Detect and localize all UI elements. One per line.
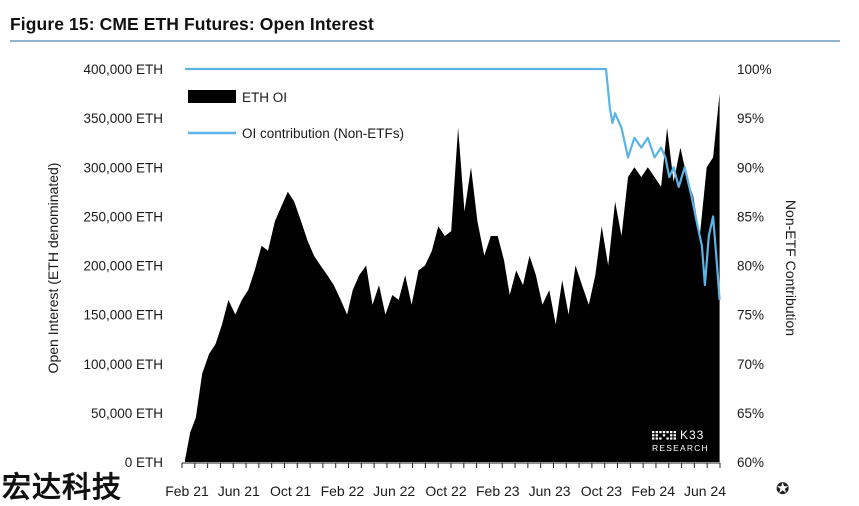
right-tick-label: 90% xyxy=(737,160,764,175)
right-axis-title: Non-ETF Contribution xyxy=(783,200,799,336)
left-tick-label: 200,000 ETH xyxy=(83,259,163,274)
left-tick-label: 400,000 ETH xyxy=(83,62,163,77)
oi-contribution-line xyxy=(185,67,721,300)
left-tick-label: 0 ETH xyxy=(125,455,163,470)
title-divider xyxy=(10,40,840,42)
right-tick-label: 60% xyxy=(737,455,764,470)
x-tick-label: Jun 24 xyxy=(684,483,726,499)
left-tick-label: 100,000 ETH xyxy=(83,357,163,372)
x-tick-label: Feb 23 xyxy=(476,483,520,499)
left-tick-label: 300,000 ETH xyxy=(83,160,163,175)
k33-logo-dot xyxy=(659,437,662,440)
cjk-watermark: 宏达科技 xyxy=(2,470,123,504)
x-tick-label: Jun 21 xyxy=(218,483,260,499)
k33-logo-dot xyxy=(670,437,673,440)
k33-logo-dot xyxy=(666,437,669,440)
k33-logo-mark xyxy=(652,431,676,440)
k33-logo: K33 RESEARCH xyxy=(652,428,709,453)
x-tick-label: Oct 23 xyxy=(581,483,622,499)
k33-logo-dot xyxy=(673,437,676,440)
x-tick-label: Oct 22 xyxy=(425,483,466,499)
left-tick-label: 250,000 ETH xyxy=(83,209,163,224)
right-axis: 100% 95% 90% 85% 80% 75% 70% 65% 60% xyxy=(737,62,772,470)
legend-label-eth-oi: ETH OI xyxy=(242,90,287,105)
x-tick-label: Feb 24 xyxy=(631,483,675,499)
x-tick-label: Jun 22 xyxy=(373,483,415,499)
right-tick-label: 75% xyxy=(737,308,764,323)
left-axis: 400,000 ETH 350,000 ETH 300,000 ETH 250,000… xyxy=(83,62,163,470)
x-tick-label: Feb 21 xyxy=(165,483,209,499)
right-tick-label: 65% xyxy=(737,406,764,421)
eth-oi-series xyxy=(185,93,720,462)
x-axis: Feb 21 Jun 21 Oct 21 Feb 22 Jun 22 Oct 22 Feb … xyxy=(165,462,726,499)
k33-logo-dot xyxy=(655,431,658,434)
k33-logo-dot xyxy=(652,431,655,434)
x-tick-label: Feb 22 xyxy=(321,483,365,499)
k33-logo-dot xyxy=(673,434,676,437)
legend: ETH OI OI contribution (Non-ETFs) xyxy=(188,90,404,141)
x-tick-label: Jun 23 xyxy=(529,483,571,499)
right-tick-label: 80% xyxy=(737,259,764,274)
k33-logo-dot xyxy=(662,431,666,434)
k33-logo-subtitle: RESEARCH xyxy=(652,443,709,453)
legend-swatch-eth-oi xyxy=(188,90,236,103)
oi-contribution-series xyxy=(185,67,721,300)
k33-logo-dot xyxy=(652,434,655,437)
chart-title: Figure 15: CME ETH Futures: Open Interes… xyxy=(10,14,374,34)
right-tick-label: 95% xyxy=(737,111,764,126)
right-tick-label: 85% xyxy=(737,209,764,224)
right-tick-label: 70% xyxy=(737,357,764,372)
k33-logo-dot xyxy=(659,431,662,434)
eth-oi-area xyxy=(185,93,720,462)
k33-logo-dot xyxy=(673,431,676,434)
left-tick-label: 350,000 ETH xyxy=(83,111,163,126)
left-tick-label: 150,000 ETH xyxy=(83,308,163,323)
k33-logo-dot xyxy=(670,434,673,437)
left-tick-label: 50,000 ETH xyxy=(91,406,163,421)
right-tick-label: 100% xyxy=(737,62,772,77)
k33-logo-dot xyxy=(662,434,666,437)
k33-logo-dot xyxy=(655,437,658,440)
k33-logo-dot xyxy=(655,434,658,437)
k33-logo-dot xyxy=(652,437,655,440)
circle-plus-icon: ✪ xyxy=(776,481,790,498)
legend-label-oi-contribution: OI contribution (Non-ETFs) xyxy=(242,126,404,141)
k33-logo-dot xyxy=(670,431,673,434)
k33-logo-dot xyxy=(666,431,669,434)
k33-logo-name: K33 xyxy=(680,428,704,442)
left-axis-title: Open Interest (ETH denominated) xyxy=(45,163,61,374)
x-tick-label: Oct 21 xyxy=(270,483,311,499)
